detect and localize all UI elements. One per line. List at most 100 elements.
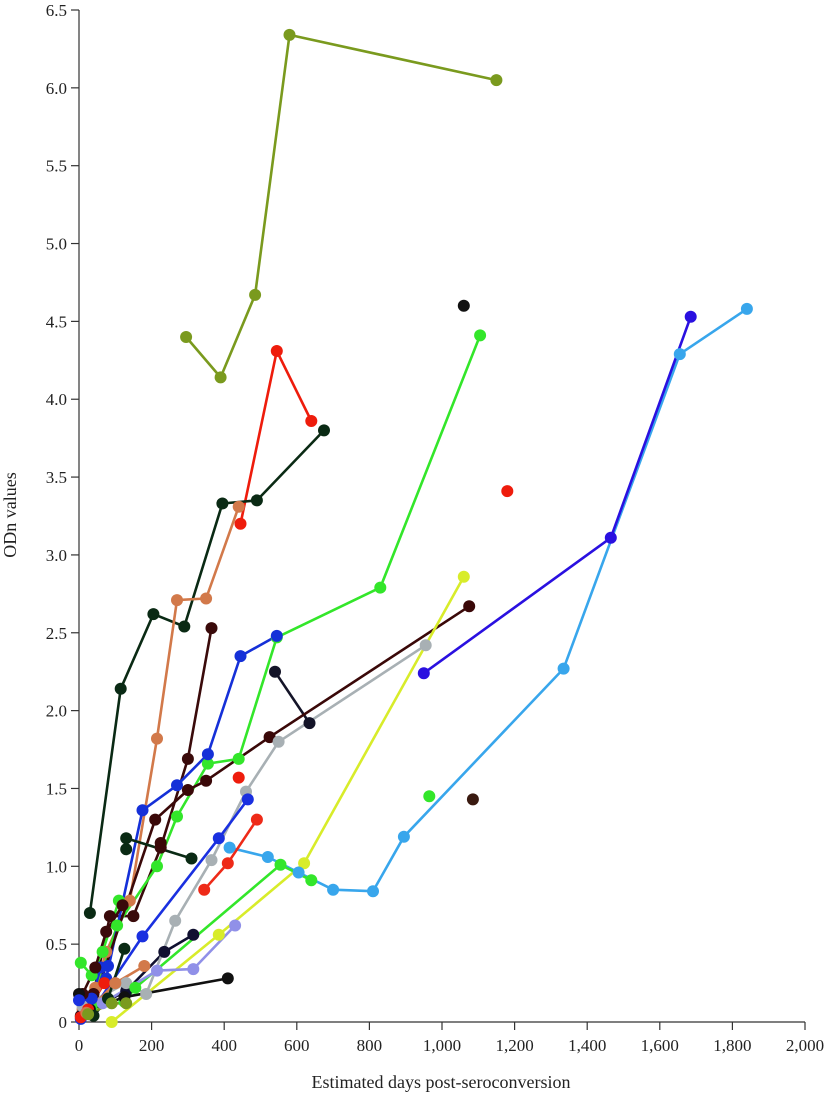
y-tick-label: 1.0 — [46, 857, 67, 876]
data-point — [181, 784, 194, 796]
series-line-2 — [239, 349, 313, 525]
data-point — [205, 854, 218, 867]
isolated-data-point — [457, 299, 470, 312]
data-point — [171, 779, 183, 792]
data-point — [201, 757, 214, 770]
data-point — [171, 810, 183, 823]
data-point — [98, 977, 111, 990]
data-point — [105, 1016, 118, 1028]
data-point — [136, 804, 149, 817]
data-point — [129, 981, 142, 994]
y-axis-ticks: 0 0.5 1.0 1.5 2.0 2.5 3.0 3.5 4.0 4.5 5.0 5.5 6.0 6.5 — [46, 1, 79, 1032]
data-point — [419, 639, 432, 652]
data-point — [212, 832, 225, 845]
data-point — [283, 28, 296, 41]
y-tick-label: 3.0 — [46, 546, 67, 565]
x-tick-label: 0 — [75, 1036, 84, 1055]
y-tick-label: 6.5 — [46, 1, 67, 20]
data-point — [127, 910, 140, 923]
series-layer — [79, 33, 748, 1024]
points-layer — [73, 28, 753, 1028]
data-point — [120, 977, 133, 990]
data-point — [151, 732, 163, 745]
data-point — [212, 928, 225, 941]
data-point — [140, 988, 153, 1000]
data-point — [180, 331, 193, 343]
data-point — [200, 774, 213, 787]
data-point — [249, 288, 262, 301]
data-point — [181, 752, 194, 765]
data-point — [269, 665, 281, 678]
data-point — [116, 899, 129, 912]
data-point — [303, 717, 316, 730]
y-tick-label: 2.5 — [46, 624, 67, 643]
data-point — [216, 497, 229, 510]
data-point — [374, 581, 387, 594]
data-point — [270, 629, 283, 642]
data-point — [417, 667, 430, 680]
data-point — [274, 858, 287, 871]
x-tick-label: 800 — [357, 1036, 383, 1055]
data-point — [138, 960, 151, 972]
data-point — [201, 748, 214, 761]
data-point — [490, 74, 503, 87]
x-tick-label: 1,600 — [641, 1036, 679, 1055]
isolated-data-point — [73, 994, 85, 1007]
data-point — [205, 622, 218, 635]
data-point — [103, 910, 116, 923]
data-point — [85, 992, 98, 1005]
data-point — [149, 813, 162, 826]
x-tick-label: 400 — [211, 1036, 237, 1055]
data-point — [241, 793, 254, 806]
x-axis-ticks: 0 200 400 600 800 1,000 1,200 1,400 1,600 1,800 2,… — [75, 1022, 824, 1055]
y-tick-label: 6.0 — [46, 79, 67, 98]
data-point — [198, 883, 211, 896]
series-line-13 — [229, 307, 748, 893]
data-point — [74, 956, 87, 969]
y-tick-label: 2.0 — [46, 702, 67, 721]
data-point — [83, 907, 96, 919]
data-point — [82, 1008, 95, 1021]
y-tick-label: 4.0 — [46, 390, 67, 409]
data-point — [114, 682, 127, 695]
data-point — [187, 928, 200, 941]
data-point — [457, 570, 470, 583]
data-point — [214, 371, 227, 384]
data-point — [234, 517, 247, 530]
x-tick-label: 1,200 — [495, 1036, 533, 1055]
data-point — [223, 841, 236, 854]
y-tick-label: 3.5 — [46, 468, 67, 487]
data-point — [96, 945, 109, 958]
data-point — [229, 919, 242, 932]
data-point — [397, 830, 410, 843]
data-point — [263, 731, 276, 744]
y-tick-label: 5.0 — [46, 235, 67, 254]
data-point — [187, 963, 200, 976]
series-line-12 — [110, 576, 465, 1024]
data-point — [463, 600, 476, 613]
data-point — [171, 594, 183, 607]
data-point — [178, 620, 191, 633]
data-point — [232, 500, 245, 513]
x-tick-label: 200 — [139, 1036, 165, 1055]
data-point — [234, 650, 247, 663]
data-point — [318, 424, 330, 437]
data-point — [102, 960, 114, 972]
data-point — [604, 531, 617, 544]
data-point — [136, 930, 149, 943]
data-point — [120, 997, 133, 1010]
data-point — [474, 329, 487, 342]
isolated-data-point — [423, 790, 436, 803]
isolated-data-point — [232, 771, 245, 784]
isolated-data-point — [501, 485, 514, 498]
y-tick-label: 0.5 — [46, 935, 67, 954]
series-line-10 — [88, 605, 470, 1014]
x-tick-label: 600 — [284, 1036, 310, 1055]
data-point — [105, 997, 118, 1010]
x-tick-label: 1,800 — [713, 1036, 751, 1055]
y-tick-label: 5.5 — [46, 157, 67, 176]
data-point — [673, 348, 686, 361]
isolated-data-point — [120, 843, 133, 856]
data-point — [740, 302, 753, 315]
